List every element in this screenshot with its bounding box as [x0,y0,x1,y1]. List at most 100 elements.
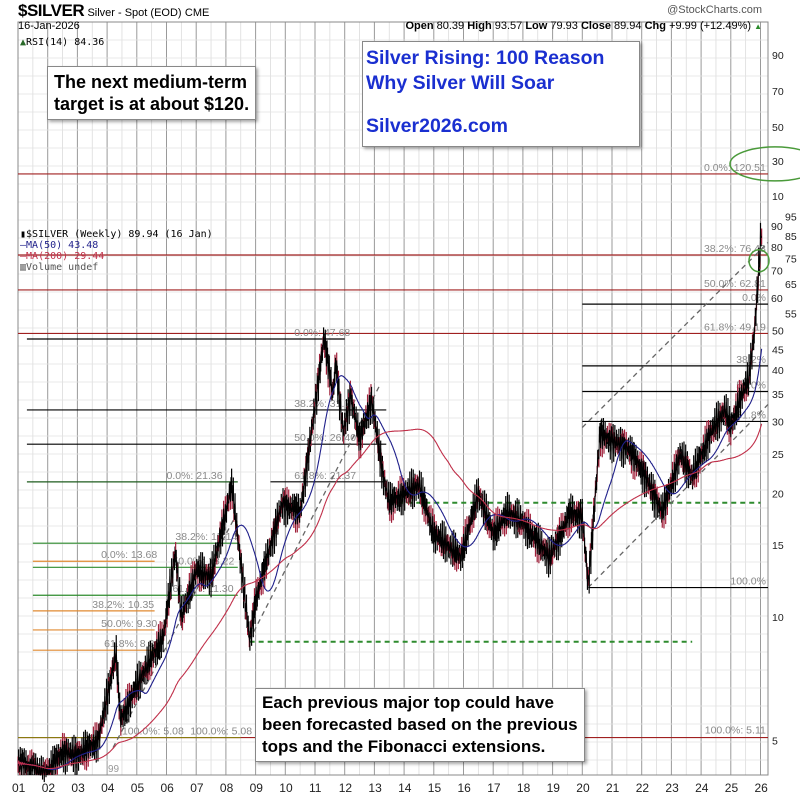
price-axis-tick: 95 [785,211,797,223]
fib-level-label: 50.0%: 9.30 [101,618,157,630]
price-axis-tick: 90 [771,221,783,233]
price-axis-tick: 75 [785,253,797,265]
fib-level-label: 0.0% [742,292,766,304]
x-axis-tick: 26 [755,781,769,795]
open-value: 80.39 [436,20,465,32]
fib-level-label: 0.0%: 13.68 [101,549,157,561]
fib-level-label: 50.0%: 62.81 [704,278,766,290]
trend-channel-line [587,404,769,588]
price-axis-tick: 55 [785,309,797,321]
fib-level-label: 100.0% [730,576,766,588]
x-axis-tick: 03 [71,781,85,795]
ma200-line [17,423,763,770]
target-line-2: target is at about $120. [54,94,250,114]
x-axis-tick: 13 [368,781,382,795]
rsi-legend-text: RSI(14) 84.36 [26,37,105,48]
price-axis-tick: 70 [771,266,783,278]
legend-ma50-text: MA(50) 43.48 [26,240,99,251]
promo-line-2: Why Silver Will Soar [366,72,555,94]
forecast-line-3: tops and the Fibonacci extensions. [262,737,546,756]
price-axis-tick: 45 [772,344,784,356]
price-axis-tick: 35 [772,389,784,401]
price-line [17,230,763,776]
target-line-1: The next medium-term [54,72,248,92]
price-axis-tick: 85 [785,231,797,243]
price-legend: ▮$SILVER (Weekly) 89.94 (16 Jan) —MA(50)… [20,229,213,273]
rsi-axis-tick: 90 [772,50,784,62]
price-axis-tick: 50 [772,326,784,338]
rsi-axis-tick: 70 [772,86,784,98]
x-axis-tick: 08 [220,781,234,795]
ohlc-readout: Open 80.39 High 93.57 Low 79.93 Close 89… [405,20,762,32]
x-axis-tick: 11 [309,781,322,795]
close-value: 89.94 [614,20,642,32]
fib-level-label: 50.0%: 13.22 [172,555,234,567]
x-axis-tick: 05 [131,781,145,795]
plot-frame [17,21,769,776]
up-arrow-icon: ▲ [754,22,762,31]
x-axis-tick: 18 [517,781,531,795]
x-axis-tick: 09 [250,781,264,795]
low-label: Low [525,20,548,32]
source-credit: @StockCharts.com [667,4,762,16]
fib-level-label: 61.8%: 21.37 [294,470,356,482]
fib-level-label: 38.2%: 15.14 [175,531,237,543]
fib-level-label: 61.8%: 8.30 [104,638,160,650]
legend-volume-text: Volume undef [26,262,99,273]
price-axis-tick: 60 [771,293,783,305]
x-axis-tick: 17 [487,781,501,795]
rsi-axis-tick: 50 [772,122,784,134]
x-axis-tick: 19 [547,781,561,795]
x-axis-tick: 20 [576,781,590,795]
high-value: 93.57 [494,20,523,32]
x-axis-tick: 16 [458,781,472,795]
symbol: $SILVER [18,1,85,20]
rsi-axis-tick: 30 [772,156,784,168]
highlight-circle [748,248,770,273]
price-axis-tick: 15 [772,540,784,552]
forecast-annotation: Each previous major top could have been … [255,688,585,762]
x-axis-tick: 10 [279,781,293,795]
x-axis-tick: 01 [12,781,26,795]
high-label: High [467,20,492,32]
target-annotation: The next medium-term target is at about … [47,66,257,120]
open-label: Open [405,20,434,32]
instrument-name: Silver - Spot (EOD) [87,7,182,19]
close-label: Close [580,20,611,32]
fib-level-label: 0.0%: 47.68 [294,327,350,339]
fib-level-label: 61.8%: 49.19 [704,321,766,333]
x-axis-tick: 23 [665,781,679,795]
legend-ma50: —MA(50) 43.48 [20,240,99,251]
trend-channel-line [581,242,769,428]
legend-main-text: $SILVER (Weekly) 89.94 (16 Jan) [26,229,213,240]
fib-level-label: 100.0%: 5.08 [122,726,184,738]
x-axis-tick: 15 [428,781,442,795]
fib-level-label: 38.2%: 10.35 [92,599,154,611]
promo-link[interactable]: Silver2026.com [366,115,509,137]
forecast-line-2: been forecasted based on the previous [262,715,578,734]
fib-level-label: 100.0%: 5.08 [190,726,252,738]
legend-ma200-text: MA(200) 29.44 [26,251,105,262]
exchange: CME [184,7,210,19]
rsi-icon: ▲ [20,37,27,48]
chg-label: Chg [644,20,666,32]
chart-title: $SILVER Silver - Spot (EOD) CME [18,1,209,21]
rsi-axis-tick: 10 [772,191,784,203]
x-axis-tick: 14 [398,781,412,795]
trend-channel-line [249,383,381,641]
price-axis-tick: 40 [772,365,784,377]
low-value: 79.93 [550,20,578,32]
rsi-legend: ▲RSI(14) 84.36 [20,37,104,48]
promo-annotation: Silver Rising: 100 Reason Why Silver Wil… [362,41,640,147]
price-axis-tick: 65 [785,279,797,291]
price-axis-tick: 10 [772,612,784,624]
target-circle [729,146,800,182]
price-axis-tick: 20 [772,489,784,501]
x-axis-tick: 25 [725,781,739,795]
fib-level-label: 50.0%: 26.40 [294,432,356,444]
chart-date: 16-Jan-2026 [18,20,80,32]
bottom-note: 99 [108,764,120,775]
ma50-line [17,348,763,771]
fib-level-label: 100.0%: 5.11 [705,725,766,737]
